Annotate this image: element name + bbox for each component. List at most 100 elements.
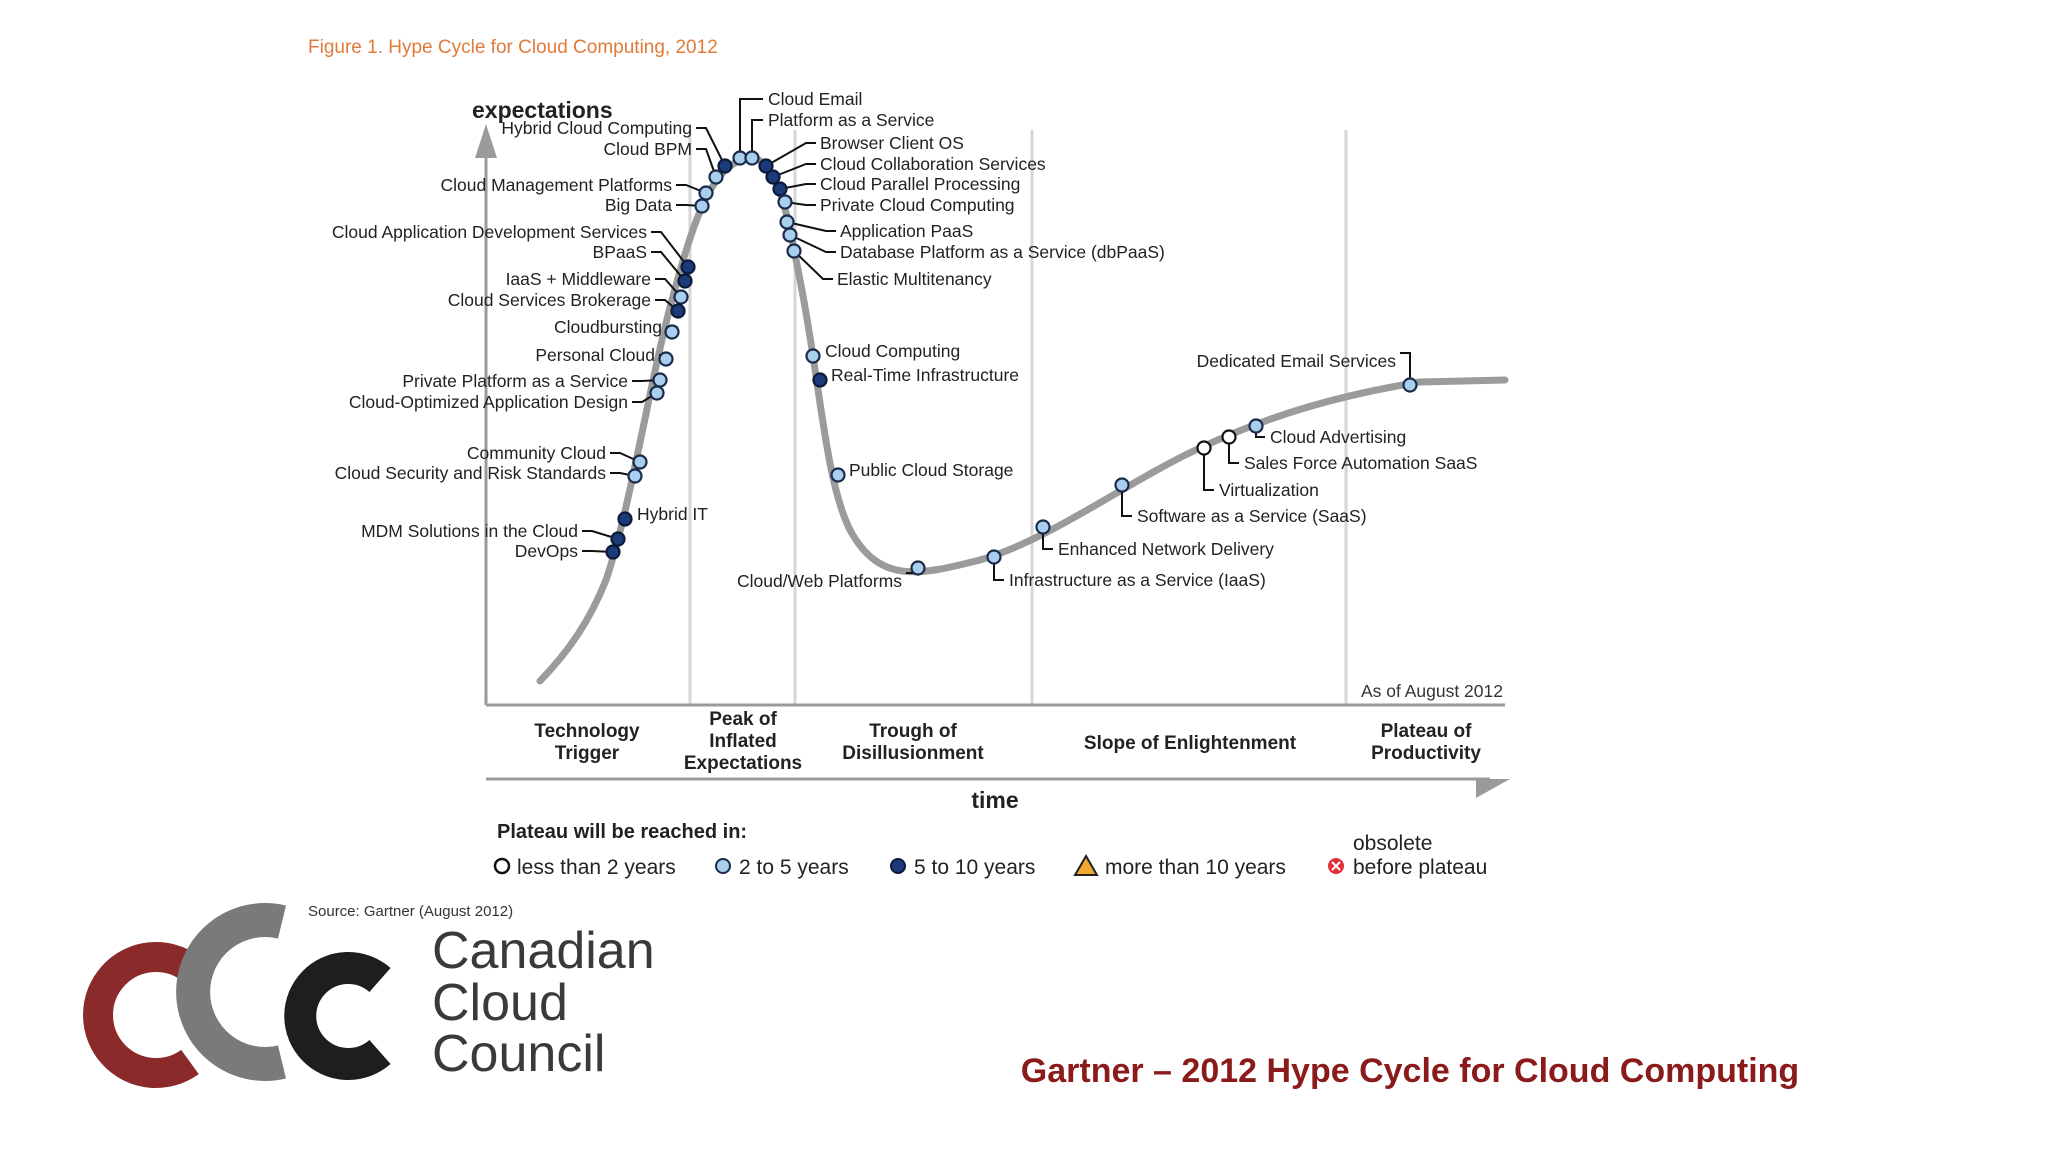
tech-marker-dedicated-email-services-icon bbox=[1402, 377, 1418, 393]
tech-marker-cloud-application-development-services-icon bbox=[680, 259, 696, 275]
tech-label-hybrid-cloud-computing: Hybrid Cloud Computing bbox=[501, 118, 692, 138]
tech-marker-cloudbursting-icon bbox=[664, 324, 680, 340]
tech-label-bpaas: BPaaS bbox=[593, 242, 647, 262]
tech-marker-hybrid-cloud-computing-icon bbox=[717, 158, 733, 174]
legend-label-5to10: 5 to 10 years bbox=[914, 856, 1035, 879]
tech-marker-devops-icon bbox=[605, 544, 621, 560]
tech-label-real-time-infrastructure: Real-Time Infrastructure bbox=[831, 365, 1019, 385]
logo-word-2: Cloud bbox=[432, 974, 568, 1032]
tech-label-devops: DevOps bbox=[515, 541, 578, 561]
tech-label-public-cloud-storage: Public Cloud Storage bbox=[849, 460, 1013, 480]
tech-marker-cloud-web-platforms-icon bbox=[910, 560, 926, 576]
tech-label-cloud-application-development-services: Cloud Application Development Services bbox=[332, 222, 647, 242]
tech-label-cloud-collaboration-services: Cloud Collaboration Services bbox=[820, 154, 1046, 174]
tech-marker-cloud-security-and-risk-standards-icon bbox=[627, 468, 643, 484]
tech-marker-database-platform-as-a-service-dbpaas-icon bbox=[782, 227, 798, 243]
tech-marker-browser-client-os-icon bbox=[758, 158, 774, 174]
tech-label-mdm-solutions-in-the-cloud: MDM Solutions in the Cloud bbox=[361, 521, 578, 541]
technology-markers bbox=[605, 150, 1418, 576]
tech-label-cloud-services-brokerage: Cloud Services Brokerage bbox=[448, 290, 651, 310]
phase-label: Trigger bbox=[555, 743, 620, 764]
tech-label-software-as-a-service-saas: Software as a Service (SaaS) bbox=[1137, 506, 1367, 526]
leader-line bbox=[751, 119, 763, 158]
leader-line bbox=[696, 148, 717, 178]
leader-line bbox=[1400, 352, 1411, 385]
tech-marker-private-cloud-computing-icon bbox=[777, 194, 793, 210]
leader-line bbox=[786, 221, 836, 232]
tech-marker-virtualization-icon bbox=[1196, 440, 1212, 456]
leader-line bbox=[1228, 437, 1239, 464]
logo-c3-icon bbox=[284, 952, 391, 1080]
tech-label-cloud-security-and-risk-standards: Cloud Security and Risk Standards bbox=[335, 463, 607, 483]
tech-label-iaas-middleware: IaaS + Middleware bbox=[506, 269, 651, 289]
legend-marker-lt2-icon bbox=[493, 857, 511, 875]
legend-marker-obsolete-icon bbox=[1328, 858, 1344, 874]
tech-marker-sales-force-automation-saas-icon bbox=[1221, 429, 1237, 445]
y-axis-label: expectations bbox=[472, 97, 613, 123]
leader-line bbox=[1203, 448, 1214, 491]
phase-separators bbox=[688, 130, 1348, 705]
leader-line bbox=[772, 163, 816, 178]
tech-marker-iaas-middleware-icon bbox=[673, 289, 689, 305]
figure-title: Figure 1. Hype Cycle for Cloud Computing… bbox=[308, 37, 718, 58]
phase-label: Productivity bbox=[1371, 743, 1481, 764]
tech-marker-cloud-services-brokerage-icon bbox=[670, 303, 686, 319]
leader-line bbox=[655, 278, 682, 298]
tech-marker-cloud-management-platforms-icon bbox=[698, 185, 714, 201]
leader-line bbox=[779, 183, 816, 190]
tech-label-infrastructure-as-a-service-iaas: Infrastructure as a Service (IaaS) bbox=[1009, 570, 1266, 590]
tech-marker-platform-as-a-service-icon bbox=[744, 150, 760, 166]
legend-label-obsolete-line2: before plateau bbox=[1353, 856, 1487, 879]
leader-line bbox=[582, 530, 619, 540]
tech-marker-big-data-icon bbox=[694, 198, 710, 214]
tech-label-private-cloud-computing: Private Cloud Computing bbox=[820, 195, 1015, 215]
tech-label-browser-client-os: Browser Client OS bbox=[820, 133, 964, 153]
tech-marker-cloud-collaboration-services-icon bbox=[765, 169, 781, 185]
tech-label-sales-force-automation-saas: Sales Force Automation SaaS bbox=[1244, 453, 1477, 473]
tech-marker-enhanced-network-delivery-icon bbox=[1035, 519, 1051, 535]
tech-marker-community-cloud-icon bbox=[632, 454, 648, 470]
tech-label-cloud-web-platforms: Cloud/Web Platforms bbox=[737, 571, 902, 591]
tech-label-cloudbursting: Cloudbursting bbox=[554, 317, 662, 337]
phase-label: Disillusionment bbox=[842, 743, 984, 764]
tech-label-elastic-multitenancy: Elastic Multitenancy bbox=[837, 269, 992, 289]
tech-marker-cloud-advertising-icon bbox=[1248, 418, 1264, 434]
tech-label-personal-cloud: Personal Cloud bbox=[535, 345, 655, 365]
phase-label: Expectations bbox=[684, 753, 802, 774]
logo-word-1: Canadian bbox=[432, 922, 655, 980]
legend: less than 2 years 2 to 5 years 5 to 10 y… bbox=[493, 832, 1487, 879]
tech-label-cloud-computing: Cloud Computing bbox=[825, 341, 960, 361]
tech-label-enhanced-network-delivery: Enhanced Network Delivery bbox=[1058, 539, 1274, 559]
phase-label: Slope of Enlightenment bbox=[1084, 733, 1297, 754]
legend-label-2to5: 2 to 5 years bbox=[739, 856, 849, 879]
leader-line bbox=[651, 251, 686, 282]
tech-marker-personal-cloud-icon bbox=[658, 351, 674, 367]
x-axis-label: time bbox=[971, 787, 1018, 813]
leader-line bbox=[696, 127, 726, 167]
tech-label-hybrid-it: Hybrid IT bbox=[637, 504, 708, 524]
tech-marker-cloud-optimized-application-design-icon bbox=[649, 385, 665, 401]
legend-label-lt2: less than 2 years bbox=[517, 856, 676, 879]
leader-line bbox=[651, 231, 689, 268]
tech-label-big-data: Big Data bbox=[605, 195, 672, 215]
leader-lines bbox=[582, 98, 1411, 581]
tech-marker-real-time-infrastructure-icon bbox=[812, 372, 828, 388]
logo-word-3: Council bbox=[432, 1025, 605, 1083]
phase-label: Inflated bbox=[709, 731, 777, 752]
tech-label-cloud-advertising: Cloud Advertising bbox=[1270, 427, 1406, 447]
tech-label-cloud-management-platforms: Cloud Management Platforms bbox=[441, 175, 673, 195]
tech-marker-infrastructure-as-a-service-iaas-icon bbox=[986, 549, 1002, 565]
source-note: Source: Gartner (August 2012) bbox=[308, 903, 513, 920]
phase-label: Peak of bbox=[709, 709, 777, 730]
tech-marker-mdm-solutions-in-the-cloud-icon bbox=[610, 531, 626, 547]
legend-marker-gt10-icon bbox=[1073, 854, 1099, 876]
tech-label-platform-as-a-service: Platform as a Service bbox=[768, 110, 934, 130]
leader-line bbox=[793, 250, 833, 280]
legend-marker-5to10-icon bbox=[890, 858, 906, 874]
tech-marker-public-cloud-storage-icon bbox=[830, 467, 846, 483]
tech-marker-bpaas-icon bbox=[677, 273, 693, 289]
legend-label-gt10: more than 10 years bbox=[1105, 856, 1286, 879]
tech-label-cloud-email: Cloud Email bbox=[768, 89, 862, 109]
